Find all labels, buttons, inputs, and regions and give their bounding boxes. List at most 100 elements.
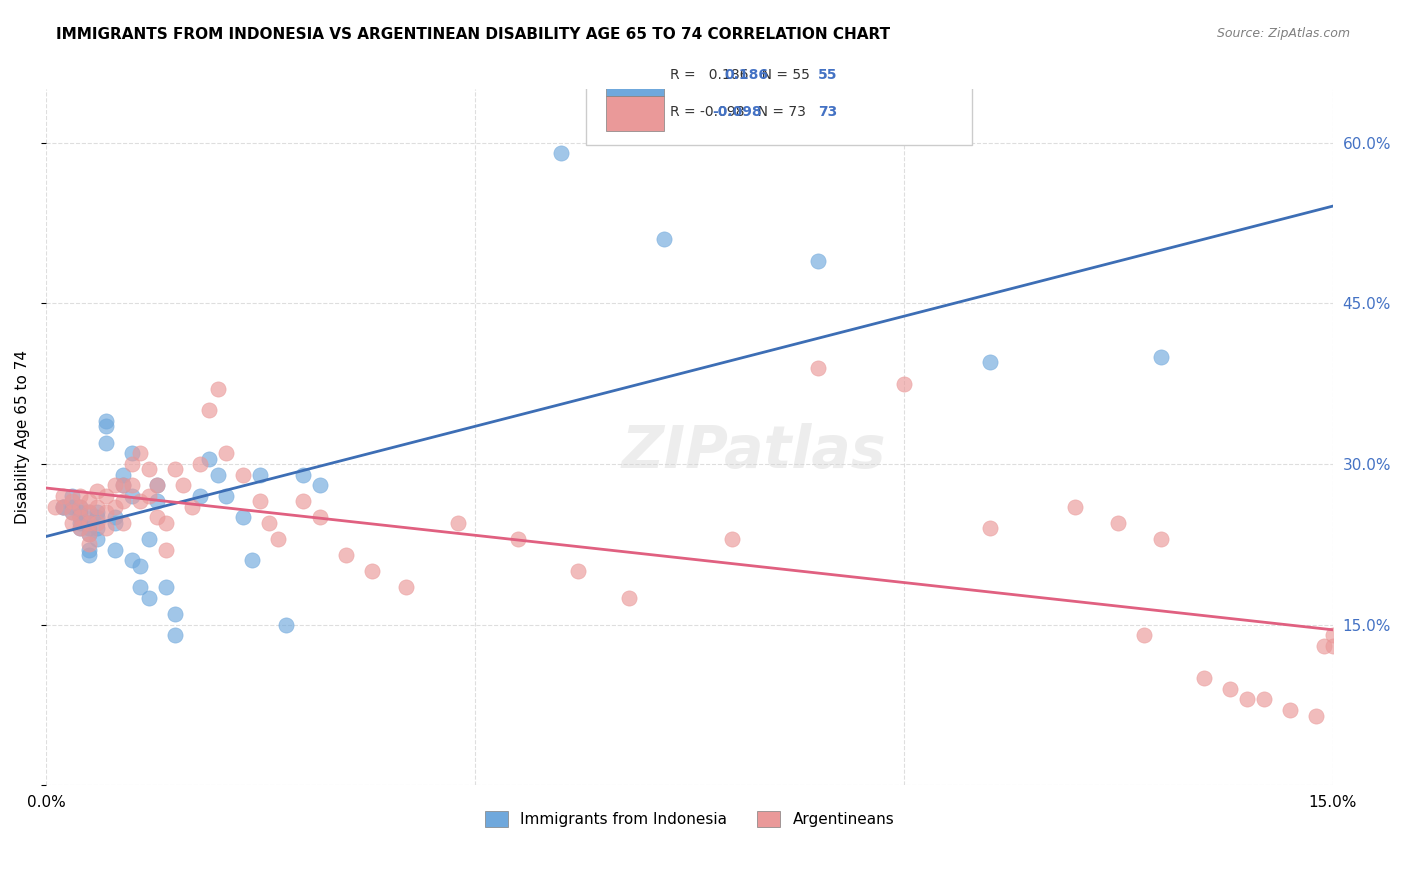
Text: ZIPatlas: ZIPatlas	[621, 423, 886, 480]
Point	[44, 500, 66, 514]
Point	[60, 505, 83, 519]
Point	[215, 446, 238, 460]
Point	[104, 516, 127, 530]
Point	[155, 580, 177, 594]
Point	[335, 548, 357, 562]
Text: R =   0.186   N = 55: R = 0.186 N = 55	[671, 69, 810, 82]
Point	[104, 478, 127, 492]
Point	[77, 494, 100, 508]
Point	[94, 489, 117, 503]
Point	[309, 478, 332, 492]
Point	[240, 553, 263, 567]
Point	[652, 232, 675, 246]
Point	[979, 355, 1001, 369]
Point	[1322, 628, 1344, 642]
Point	[112, 494, 135, 508]
Point	[198, 403, 221, 417]
Point	[69, 500, 91, 514]
Point	[121, 489, 143, 503]
Point	[506, 532, 529, 546]
Point	[163, 607, 186, 621]
Point	[121, 446, 143, 460]
Point	[190, 457, 212, 471]
Text: -0.098: -0.098	[713, 104, 762, 119]
Point	[52, 500, 75, 514]
Point	[77, 505, 100, 519]
Text: IMMIGRANTS FROM INDONESIA VS ARGENTINEAN DISABILITY AGE 65 TO 74 CORRELATION CHA: IMMIGRANTS FROM INDONESIA VS ARGENTINEAN…	[56, 27, 890, 42]
Point	[86, 500, 108, 514]
Point	[807, 360, 830, 375]
Point	[180, 500, 202, 514]
Point	[86, 521, 108, 535]
Point	[146, 510, 169, 524]
Point	[550, 146, 572, 161]
Point	[567, 564, 589, 578]
FancyBboxPatch shape	[586, 47, 973, 145]
Point	[69, 500, 91, 514]
Point	[1313, 639, 1336, 653]
Point	[138, 489, 160, 503]
Point	[1192, 671, 1215, 685]
Point	[86, 505, 108, 519]
Point	[1133, 628, 1156, 642]
Point	[447, 516, 470, 530]
Legend: Immigrants from Indonesia, Argentineans: Immigrants from Indonesia, Argentineans	[478, 805, 900, 833]
Point	[104, 500, 127, 514]
Point	[104, 510, 127, 524]
Point	[94, 419, 117, 434]
FancyBboxPatch shape	[606, 62, 664, 96]
Point	[112, 478, 135, 492]
Point	[69, 516, 91, 530]
Text: 55: 55	[818, 69, 838, 82]
Point	[94, 414, 117, 428]
Point	[1278, 703, 1301, 717]
Point	[249, 494, 271, 508]
Point	[155, 542, 177, 557]
Point	[395, 580, 418, 594]
Point	[1150, 532, 1173, 546]
Point	[52, 500, 75, 514]
Point	[232, 467, 254, 482]
Point	[309, 510, 332, 524]
Point	[77, 526, 100, 541]
Point	[52, 500, 75, 514]
Point	[163, 462, 186, 476]
Point	[361, 564, 384, 578]
Point	[112, 516, 135, 530]
Point	[77, 516, 100, 530]
Point	[112, 467, 135, 482]
Point	[807, 253, 830, 268]
Point	[86, 483, 108, 498]
Point	[1064, 500, 1087, 514]
Point	[146, 478, 169, 492]
Point	[893, 376, 915, 391]
Point	[60, 500, 83, 514]
Point	[86, 532, 108, 546]
FancyBboxPatch shape	[606, 96, 664, 131]
Point	[198, 451, 221, 466]
Y-axis label: Disability Age 65 to 74: Disability Age 65 to 74	[15, 351, 30, 524]
Point	[69, 521, 91, 535]
Text: Source: ZipAtlas.com: Source: ZipAtlas.com	[1216, 27, 1350, 40]
Point	[1305, 708, 1327, 723]
Point	[146, 478, 169, 492]
Point	[1253, 692, 1275, 706]
Point	[69, 521, 91, 535]
Point	[138, 591, 160, 605]
Text: R = -0.098   N = 73: R = -0.098 N = 73	[671, 104, 806, 119]
Point	[129, 580, 152, 594]
Point	[232, 510, 254, 524]
Point	[77, 542, 100, 557]
Point	[94, 435, 117, 450]
Point	[77, 537, 100, 551]
Point	[60, 489, 83, 503]
Point	[276, 617, 298, 632]
Point	[292, 467, 315, 482]
Point	[86, 510, 108, 524]
Point	[60, 505, 83, 519]
Point	[1107, 516, 1129, 530]
Point	[104, 542, 127, 557]
Point	[60, 494, 83, 508]
Point	[1219, 681, 1241, 696]
Point	[121, 478, 143, 492]
